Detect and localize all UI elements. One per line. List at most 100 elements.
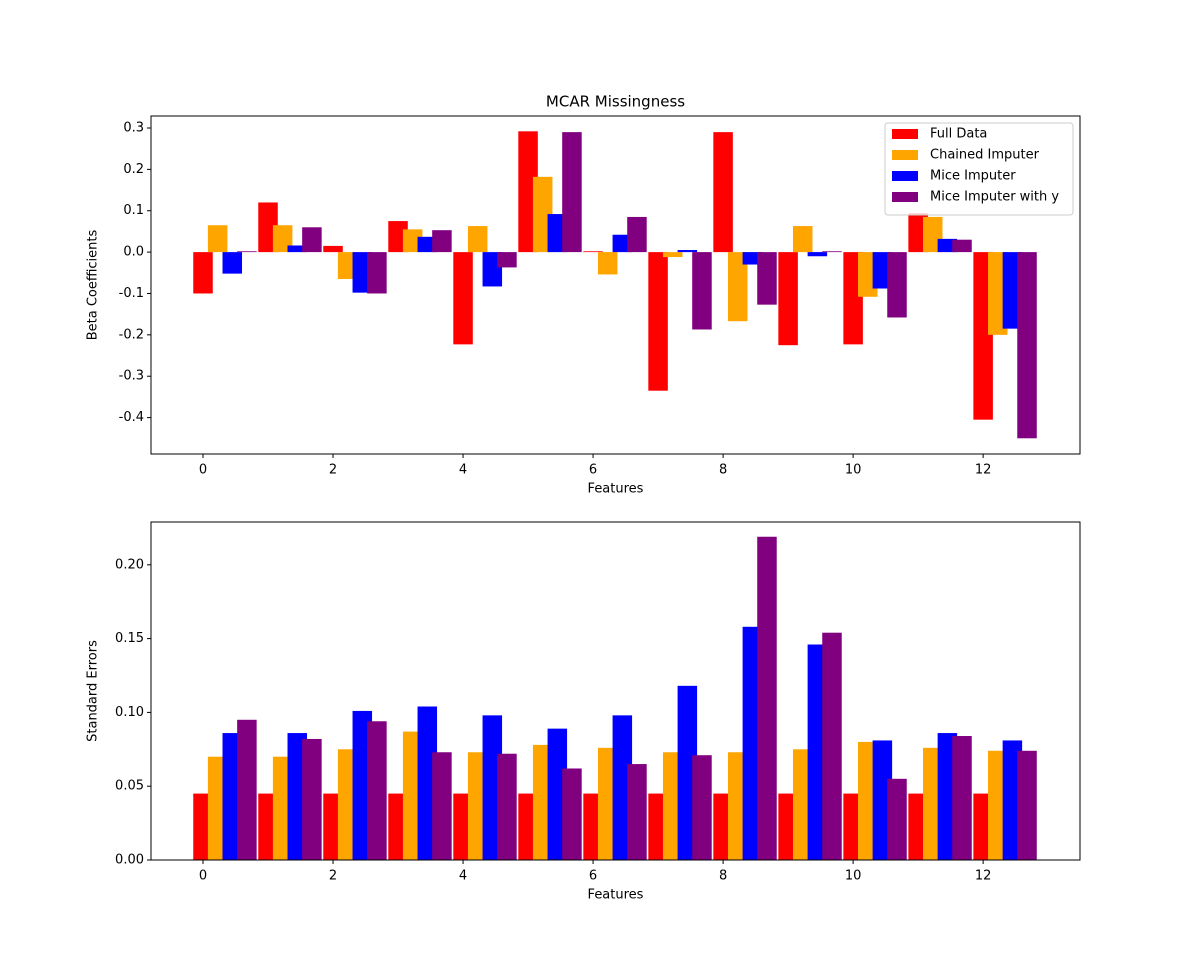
bar xyxy=(207,756,228,860)
y-tick-label: -0.4 xyxy=(119,410,144,425)
y-tick-label: -0.3 xyxy=(119,369,144,384)
bar xyxy=(497,753,517,860)
x-tick-label: 0 xyxy=(199,463,207,478)
bar xyxy=(1017,750,1037,860)
bar xyxy=(222,252,243,274)
axes-frame xyxy=(150,521,1081,861)
bar xyxy=(1017,252,1037,439)
x-tick-label: 10 xyxy=(845,869,862,884)
y-tick-label: -0.2 xyxy=(119,327,144,342)
x-tick-label: 2 xyxy=(329,869,337,884)
legend-label: Full Data xyxy=(930,127,987,142)
bar xyxy=(597,252,618,275)
bar xyxy=(497,252,517,268)
chart-title: MCAR Missingness xyxy=(546,93,685,111)
x-axis-label: Features xyxy=(588,888,644,903)
x-tick-label: 12 xyxy=(975,463,992,478)
y-tick-label: 0.0 xyxy=(123,245,144,260)
y-tick-label: 0.1 xyxy=(123,203,144,218)
bar xyxy=(432,230,452,253)
legend-swatch xyxy=(892,150,918,160)
legend-box xyxy=(884,122,1074,216)
bar xyxy=(562,132,582,253)
bar xyxy=(562,768,582,860)
x-tick-label: 0 xyxy=(199,869,207,884)
bar xyxy=(302,738,322,860)
bar xyxy=(417,236,438,253)
x-tick-label: 4 xyxy=(459,463,467,478)
bar xyxy=(662,252,683,258)
bar xyxy=(287,245,308,253)
bar xyxy=(207,225,228,253)
x-tick-label: 12 xyxy=(975,869,992,884)
bar xyxy=(727,252,748,322)
bar xyxy=(302,227,322,253)
bar xyxy=(583,251,603,253)
bar xyxy=(822,251,842,253)
y-axis-label: Standard Errors xyxy=(86,640,101,742)
bar xyxy=(388,793,408,860)
bar xyxy=(237,251,257,253)
axes-frame xyxy=(150,115,1081,455)
bar xyxy=(887,778,907,860)
y-tick-label: -0.1 xyxy=(119,286,144,301)
bar xyxy=(692,755,712,860)
x-axis-label: Features xyxy=(588,482,644,497)
x-tick-label: 6 xyxy=(589,463,597,478)
subplot: 0 2 4 6 8 10 12 -0.4 -0.3 -0.2 -0.1 0.0 0.1 0.2 0.3 MCA… xyxy=(86,93,1081,497)
bar xyxy=(952,736,972,860)
bar xyxy=(453,252,473,345)
bar xyxy=(807,252,828,257)
bar xyxy=(272,225,293,253)
y-tick-label: 0.00 xyxy=(115,853,144,868)
bar xyxy=(237,719,257,860)
legend-swatch xyxy=(892,171,918,181)
bar xyxy=(677,250,698,253)
bar xyxy=(692,252,712,330)
y-tick-label: 0.15 xyxy=(115,631,144,646)
bar xyxy=(388,221,408,253)
legend-label: Mice Imputer xyxy=(930,169,1016,184)
legend-label: Chained Imputer xyxy=(930,148,1040,163)
bar xyxy=(482,715,503,860)
bar xyxy=(627,764,647,860)
bar xyxy=(432,752,452,860)
legend-label: Mice Imputer with y xyxy=(930,190,1059,205)
bar xyxy=(323,793,343,860)
bar xyxy=(792,226,813,253)
y-tick-label: 0.10 xyxy=(115,705,144,720)
bar xyxy=(367,252,387,294)
bar xyxy=(952,239,972,253)
bar xyxy=(323,245,343,253)
bar xyxy=(713,132,733,253)
bar xyxy=(887,252,907,318)
y-axis-label: Beta Coefficients xyxy=(86,229,101,340)
x-tick-label: 8 xyxy=(719,463,727,478)
x-tick-label: 4 xyxy=(459,869,467,884)
bar xyxy=(482,252,503,287)
y-tick-label: 0.05 xyxy=(115,779,144,794)
bar xyxy=(778,252,798,346)
legend: Full Data Chained Imputer Mice Imputer Mice… xyxy=(884,122,1074,216)
bar xyxy=(352,252,373,293)
bar xyxy=(352,710,373,860)
bar xyxy=(822,632,842,860)
bar xyxy=(287,733,308,860)
x-tick-label: 10 xyxy=(845,463,862,478)
subplot: 0 2 4 6 8 10 12 0.00 0.05 0.10 0.15 0.20 Features Sta… xyxy=(86,521,1081,903)
x-tick-label: 8 xyxy=(719,869,727,884)
bar xyxy=(648,252,668,391)
bar xyxy=(453,793,473,860)
y-tick-label: 0.20 xyxy=(115,557,144,572)
x-tick-label: 2 xyxy=(329,463,337,478)
bar xyxy=(757,536,777,860)
bar xyxy=(367,721,387,860)
bar xyxy=(193,252,213,294)
y-tick-label: 0.2 xyxy=(123,162,144,177)
bar xyxy=(757,252,777,305)
bar xyxy=(627,216,647,253)
legend-swatch xyxy=(892,192,918,202)
x-tick-label: 6 xyxy=(589,869,597,884)
y-tick-label: 0.3 xyxy=(123,120,144,135)
bar xyxy=(467,226,488,253)
